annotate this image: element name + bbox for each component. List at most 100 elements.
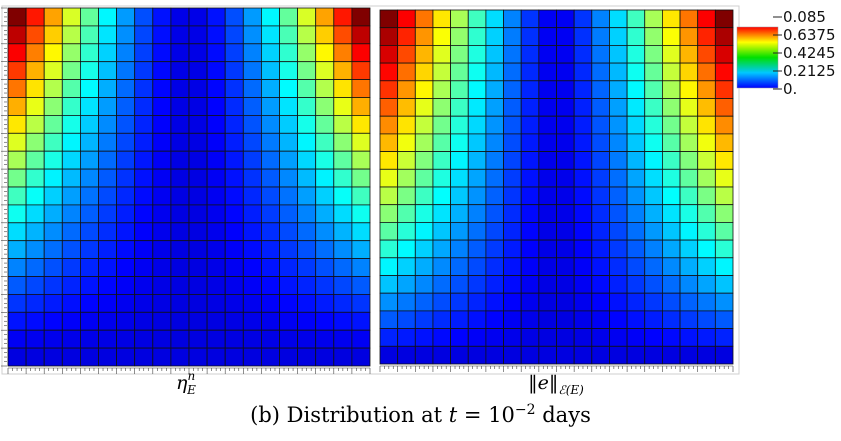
heatmap-cell [297, 25, 317, 45]
heatmap-cell [644, 204, 663, 223]
heatmap-cell [697, 168, 716, 188]
heatmap-cell [714, 186, 734, 206]
heatmap-cell [662, 9, 681, 29]
heatmap-cell [714, 310, 734, 329]
heatmap-cell [61, 204, 81, 224]
heatmap-cell [538, 62, 557, 82]
heatmap-cell [714, 45, 734, 64]
heatmap-cell [503, 239, 522, 259]
heatmap-cell [485, 151, 504, 170]
heatmap-cell [315, 61, 335, 81]
heatmap-cell [379, 80, 399, 99]
heatmap-cell [520, 27, 540, 46]
heatmap-cell [297, 222, 317, 242]
heatmap-cell [224, 97, 244, 116]
heatmap-cell [315, 97, 335, 116]
heatmap-cell [697, 80, 716, 99]
heatmap-cell [279, 97, 299, 116]
heatmap-cell [556, 45, 575, 64]
heatmap-cell [260, 311, 280, 331]
heatmap-cell [333, 258, 353, 277]
heatmap-cell [80, 79, 99, 98]
heatmap-cell [609, 45, 628, 64]
heatmap-cell [242, 79, 262, 98]
heatmap-cell [503, 133, 522, 152]
heatmap-cell [591, 45, 610, 64]
heatmap-cell [351, 61, 371, 81]
heatmap-cell [25, 115, 45, 134]
heatmap-cell [279, 43, 299, 63]
heatmap-cell [43, 25, 63, 45]
heatmap-cell [7, 132, 27, 152]
heatmap-cell [609, 221, 628, 241]
heatmap-cell [538, 345, 557, 365]
heatmap-cell [297, 132, 317, 152]
heatmap-cell [485, 275, 504, 294]
heatmap-cell [116, 132, 136, 152]
heatmap-cell [556, 345, 575, 365]
heatmap-cell [609, 239, 628, 259]
heatmap-cell [242, 115, 262, 134]
heatmap-cell [662, 292, 681, 312]
heatmap-cell [7, 43, 27, 63]
heatmap-cell [573, 9, 593, 29]
heatmap-cell [315, 79, 335, 98]
heatmap-cell [7, 115, 27, 134]
heatmap-cell [260, 115, 280, 134]
heatmap-cell [573, 310, 593, 329]
heatmap-cell [43, 240, 63, 259]
heatmap-cell [98, 276, 118, 295]
heatmap-cell [152, 79, 172, 98]
heatmap-cell [134, 311, 154, 331]
heatmap-cell [260, 240, 280, 259]
heatmap-cell [503, 345, 522, 365]
heatmap-cell [485, 98, 504, 117]
heatmap-cell [520, 9, 540, 29]
heatmap-cell [333, 79, 353, 98]
heatmap-cell [7, 276, 27, 295]
heatmap-cell [397, 80, 416, 99]
heatmap-cell [80, 150, 99, 170]
heatmap-cell [297, 329, 317, 349]
heatmap-cell [414, 45, 434, 64]
heatmap-cell [520, 151, 540, 170]
heatmap-cell [662, 186, 681, 206]
heatmap-cell [98, 61, 118, 81]
heatmap-cell [679, 186, 699, 206]
heatmap-cell [188, 132, 208, 152]
heatmap-cell [432, 221, 452, 241]
heatmap-cell [224, 276, 244, 295]
heatmap-cell [297, 186, 317, 206]
heatmap-cell [98, 240, 118, 259]
heatmap-cell [224, 329, 244, 349]
heatmap-cell [714, 62, 734, 82]
heatmap-cell [450, 345, 469, 365]
heatmap-cell [414, 310, 434, 329]
heatmap-cell [714, 275, 734, 294]
heatmap-cell [170, 97, 190, 116]
heatmap-cell [697, 151, 716, 170]
heatmap-cell [450, 186, 469, 206]
heatmap-cell [485, 328, 504, 347]
heatmap-cell [279, 258, 299, 277]
heatmap-cell [626, 80, 646, 99]
heatmap-cell [7, 79, 27, 98]
heatmap-cell [80, 168, 99, 188]
heatmap-cell [662, 221, 681, 241]
heatmap-cell [242, 293, 262, 313]
heatmap-cell [538, 168, 557, 188]
heatmap-cell [644, 168, 663, 188]
heatmap-cell [697, 328, 716, 347]
heatmap-cell [626, 328, 646, 347]
heatmap-cell [467, 328, 487, 347]
heatmap-cell [520, 98, 540, 117]
heatmap-cell [626, 45, 646, 64]
heatmap-cell [279, 150, 299, 170]
heatmap-cell [556, 115, 575, 135]
heatmap-cell [260, 132, 280, 152]
heatmap-cell [485, 45, 504, 64]
heatmap-cell [644, 151, 663, 170]
heatmap-cell [188, 186, 208, 206]
heatmap-cell [556, 151, 575, 170]
heatmap-cell [432, 310, 452, 329]
